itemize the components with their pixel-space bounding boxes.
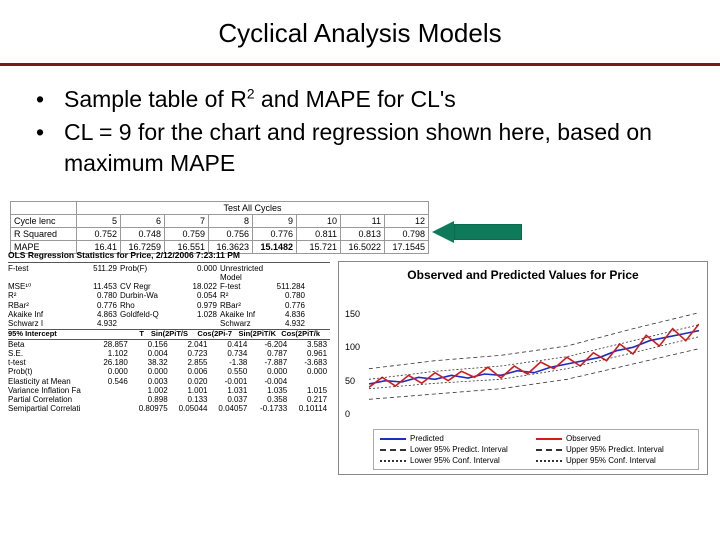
legend-item: Observed [536,434,692,443]
chart-plot [369,294,699,414]
stats-subheader: 95% InterceptTSin(2PiT/SCos(2Pi-7Sin(2Pi… [8,329,330,340]
legend-item: Lower 95% Predict. Interval [380,445,536,454]
bullet-1: Sample table of R2 and MAPE for CL's [56,84,692,115]
page-title: Cyclical Analysis Models [0,0,720,63]
cycle-table: Test All Cycles Cycle lenc56789101112 R … [10,201,429,254]
legend-item: Upper 95% Predict. Interval [536,445,692,454]
bullet-2: CL = 9 for the chart and regression show… [56,117,692,179]
legend-item: Predicted [380,434,536,443]
stats-header: OLS Regression Statistics for Price, 2/1… [8,251,330,263]
bullet-list: Sample table of R2 and MAPE for CL's CL … [0,66,720,195]
regression-stats: OLS Regression Statistics for Price, 2/1… [8,251,330,413]
chart-title: Observed and Predicted Values for Price [339,262,707,284]
bullet-1-text: Sample table of R2 and MAPE for CL's [64,86,456,112]
legend-item: Upper 95% Conf. Interval [536,456,692,465]
cycle-table-header: Test All Cycles [77,202,429,215]
legend-item: Lower 95% Conf. Interval [380,456,536,465]
chart-legend: PredictedObservedLower 95% Predict. Inte… [373,429,699,470]
highlight-arrow [432,221,522,243]
chart-panel: Observed and Predicted Values for Price … [338,261,708,475]
